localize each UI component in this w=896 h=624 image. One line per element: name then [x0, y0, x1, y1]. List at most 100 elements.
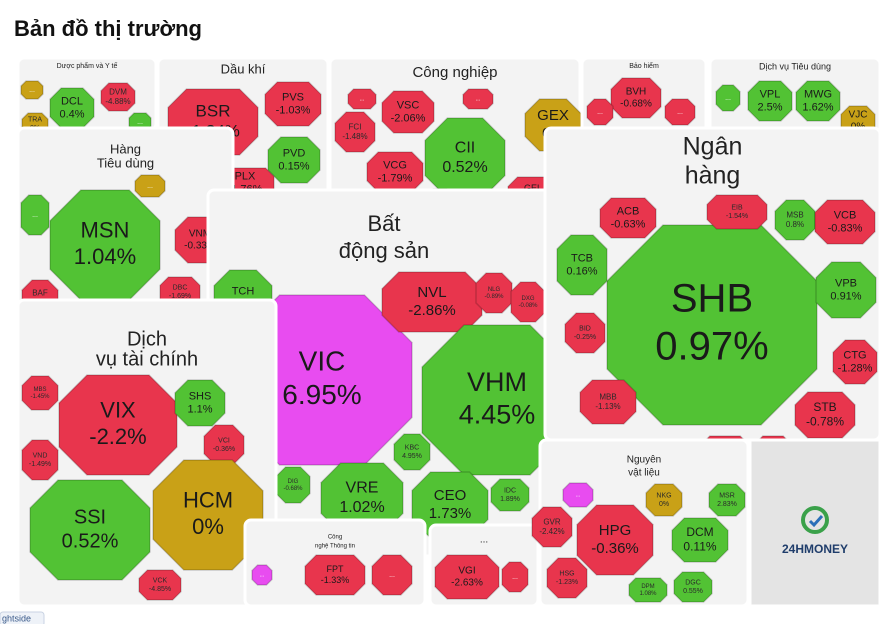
stock-ticker: PVD	[283, 147, 306, 159]
stock-cell[interactable]: ...	[20, 80, 44, 100]
stock-change: -2.86%	[408, 302, 456, 319]
stock-shape	[645, 483, 683, 517]
stock-cell[interactable]: NVL-2.86%	[381, 271, 483, 333]
stock-cell[interactable]: CTG -1.28%	[832, 339, 878, 385]
stock-cell[interactable]: TCB 0.16%	[556, 234, 608, 296]
stock-shape	[814, 199, 876, 245]
stock-shape	[138, 569, 182, 601]
stock-cell[interactable]: ...	[251, 564, 273, 586]
stock-cell[interactable]: FCI-1.48%	[334, 111, 376, 153]
stock-cell[interactable]: PVD 0.15%	[267, 136, 321, 184]
sector-name: Bất	[367, 211, 400, 236]
stock-change: 0.16%	[566, 266, 597, 278]
stock-cell[interactable]: DXG-0.08%	[510, 281, 546, 323]
stock-shape	[251, 564, 273, 586]
stock-shape	[393, 433, 431, 471]
stock-shape	[434, 554, 500, 600]
stock-cell[interactable]: VGI-2.63%	[434, 554, 500, 600]
stock-cell[interactable]: ACB -0.63%	[599, 197, 657, 239]
stock-cell[interactable]: DCL 0.4%	[49, 87, 95, 129]
stock-cell[interactable]: EIB-1.54%	[706, 194, 768, 230]
stock-cell[interactable]: BID-0.25%	[564, 312, 606, 354]
stock-ticker: MSR	[719, 493, 735, 500]
stock-shape	[510, 281, 546, 323]
stock-cell[interactable]: VND-1.49%	[21, 439, 59, 481]
stock-shape	[586, 98, 614, 126]
stock-cell[interactable]: HPG-0.36%	[576, 504, 654, 576]
stock-change: 0.55%	[683, 588, 703, 595]
sector-name: Dầu khí	[221, 61, 266, 76]
stock-cell[interactable]: ...	[20, 194, 50, 236]
stock-cell[interactable]: CII 0.52%	[424, 117, 506, 199]
stock-cell[interactable]: VCI-0.36%	[203, 424, 245, 466]
stock-ticker: ...	[32, 212, 38, 219]
stock-ticker: PVS	[282, 91, 304, 103]
stock-cell[interactable]: ...	[586, 98, 614, 126]
stock-ticker: MBS	[33, 387, 46, 393]
stock-shape	[29, 479, 151, 581]
stock-cell[interactable]: ...	[562, 482, 594, 508]
stock-change: -1.28%	[838, 363, 873, 375]
stock-ticker: MWG	[804, 88, 832, 100]
stock-cell[interactable]: FPT-1.33%	[304, 554, 366, 596]
stock-cell[interactable]: SHS 1.1%	[174, 379, 226, 427]
stock-ticker: ...	[725, 95, 731, 102]
stock-cell[interactable]: PVS -1.03%	[264, 81, 322, 127]
sector-name: Nguyên	[627, 455, 661, 466]
stock-cell[interactable]: ...	[371, 554, 413, 596]
stock-ticker: ...	[512, 574, 518, 581]
stock-change: 1.1%	[187, 404, 212, 416]
stock-cell[interactable]: DVM-4.88%	[100, 82, 136, 112]
stock-ticker: ...	[137, 119, 143, 126]
stock-shape	[673, 571, 713, 603]
stock-cell[interactable]: NLG-0.89%	[475, 272, 513, 314]
sector-name: Hàng	[110, 141, 141, 156]
stock-cell[interactable]: MWG 1.62%	[795, 80, 841, 122]
stock-cell[interactable]: ...	[501, 561, 529, 593]
sector: Dịch vụ Tiêu dùngVPL2.5%MWG1.62%VJC0%...	[708, 56, 882, 142]
sector-name: nghệ Thông tin	[315, 544, 355, 550]
stock-cell[interactable]: MBB-1.13%	[579, 379, 637, 425]
sector: Công nghệ Thông tin FPT-1.33%......	[243, 518, 427, 608]
stock-cell[interactable]: VPB 0.91%	[815, 261, 877, 319]
stock-cell[interactable]: ...	[134, 174, 166, 198]
stock-cell[interactable]: ...	[715, 84, 741, 112]
stock-cell[interactable]: VIX-2.2%	[58, 374, 178, 476]
stock-cell[interactable]: BVH-0.68%	[610, 77, 662, 119]
stock-cell[interactable]: HSG-1.23%	[546, 557, 588, 599]
stock-cell[interactable]: ...	[347, 88, 377, 110]
stock-cell[interactable]: ...	[462, 88, 494, 110]
stock-change: 0.11%	[683, 539, 716, 553]
sector: ... VGI-2.63%...	[428, 523, 540, 608]
stock-cell[interactable]: VSC -2.06%	[381, 90, 435, 134]
stock-cell[interactable]: MBS-1.45%	[21, 375, 59, 411]
stock-cell[interactable]: VCB -0.83%	[814, 199, 876, 245]
stock-cell[interactable]: VCK-4.85%	[138, 569, 182, 601]
stock-cell[interactable]: STB-0.78%	[794, 391, 856, 439]
stock-shape	[501, 561, 529, 593]
stock-cell[interactable]: DIG-0.68%	[275, 466, 311, 504]
stock-change: 1.04%	[74, 244, 136, 269]
stock-cell[interactable]: VCG -1.79%	[366, 151, 424, 193]
stock-shape	[20, 80, 44, 100]
stock-shape	[747, 80, 793, 122]
stock-cell[interactable]: VPL 2.5%	[747, 80, 793, 122]
stock-cell[interactable]: ...	[664, 98, 696, 126]
stock-shape	[490, 478, 530, 512]
stock-cell[interactable]: GVR-2.42%	[531, 506, 573, 548]
